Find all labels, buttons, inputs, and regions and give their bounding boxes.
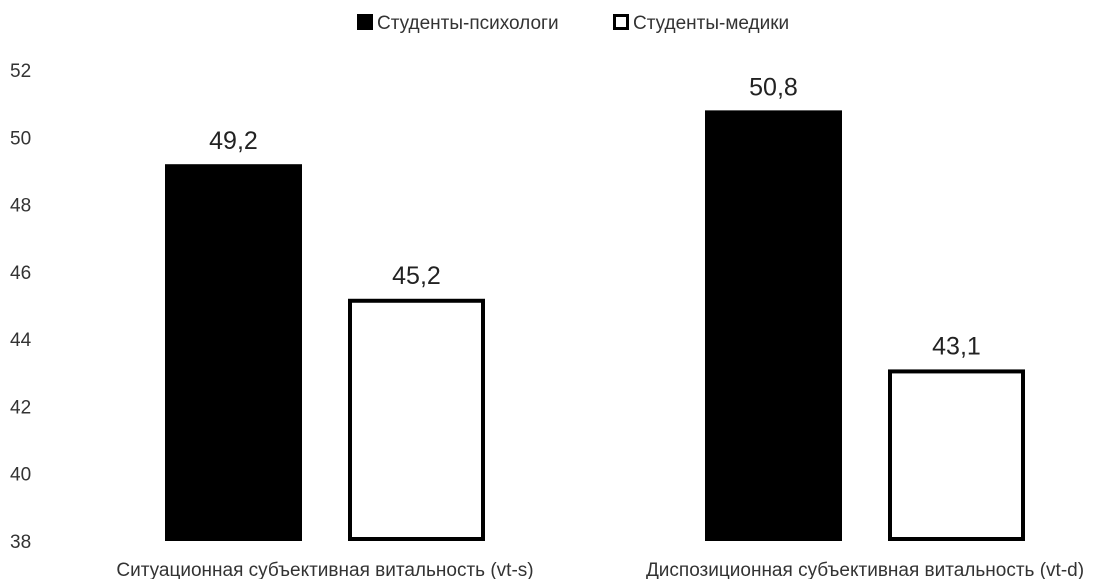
- bars: [165, 110, 1025, 541]
- data-label: 43,1: [932, 332, 981, 360]
- legend-swatch-2: [613, 14, 629, 30]
- bar-psychologists-2: [705, 110, 842, 541]
- data-labels: 49,2 45,2 50,8 43,1: [209, 73, 981, 360]
- x-axis: Ситуационная субъективная витальность (v…: [116, 560, 1084, 581]
- y-axis: 38 40 42 44 46 48 50 52: [10, 61, 32, 553]
- y-tick-label: 52: [10, 61, 31, 82]
- data-label: 45,2: [392, 262, 441, 290]
- data-label: 49,2: [209, 127, 258, 155]
- x-category-label: Ситуационная субъективная витальность (v…: [116, 560, 533, 579]
- x-category-label: Диспозиционная субъективная витальность …: [646, 560, 1084, 579]
- data-label: 50,8: [749, 73, 798, 101]
- bar-psychologists-1: [165, 164, 302, 541]
- bar-medics-1: [348, 298, 485, 541]
- y-tick-label: 46: [10, 263, 31, 284]
- y-tick-label: 44: [10, 330, 32, 351]
- legend-label-2: Студенты-медики: [633, 13, 789, 34]
- legend-swatch-1: [357, 14, 373, 30]
- y-tick-label: 40: [10, 465, 31, 486]
- legend-label-1: Студенты-психологи: [377, 13, 559, 34]
- y-tick-label: 38: [10, 532, 31, 553]
- y-tick-label: 48: [10, 196, 31, 217]
- legend: Студенты-психологи Студенты-медики: [357, 13, 789, 34]
- bar-medics-2: [888, 369, 1025, 541]
- y-tick-label: 42: [10, 397, 31, 418]
- y-tick-label: 50: [10, 128, 31, 149]
